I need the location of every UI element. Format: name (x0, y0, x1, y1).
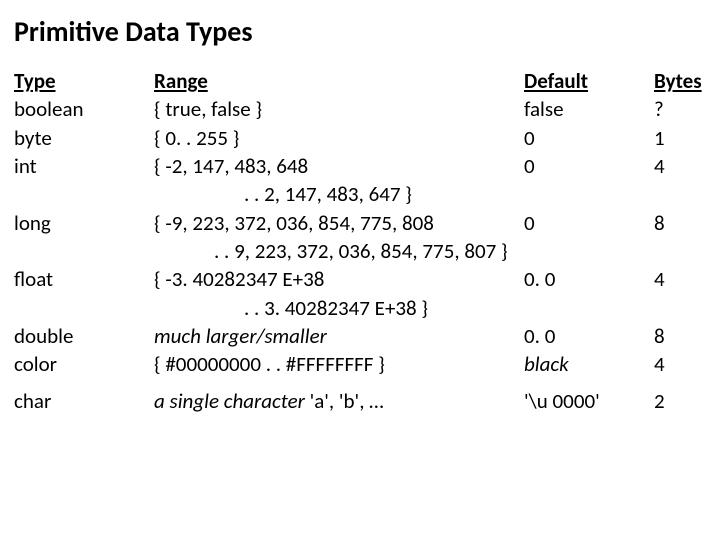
slide: Primitive Data Types Type Range Default … (0, 0, 720, 540)
table-header-row: Type Range Default Bytes (14, 67, 706, 95)
cell-bytes: ? (654, 95, 714, 123)
range-line: { -9, 223, 372, 036, 854, 775, 808 (154, 209, 524, 237)
cell-range: { 0. . 255 } (154, 124, 524, 152)
cell-type: char (14, 387, 154, 415)
cell-default: '\u 0000' (524, 387, 654, 415)
range-line: { -3. 40282347 E+38 (154, 265, 524, 293)
range-line: . . 9, 223, 372, 036, 854, 775, 807 } (154, 237, 524, 265)
range-prefix: a single character (154, 388, 305, 414)
cell-range: { true, false } (154, 95, 524, 123)
header-range: Range (154, 67, 524, 95)
page-title: Primitive Data Types (14, 14, 706, 49)
range-line: . . 2, 147, 483, 647 } (154, 180, 524, 208)
cell-range: { #00000000 . . #FFFFFFFF } (154, 350, 524, 378)
cell-bytes: 4 (654, 350, 714, 378)
cell-range: much larger/smaller (154, 322, 524, 350)
table-row: char a single character 'a', 'b', … '\u … (14, 387, 706, 415)
cell-type: boolean (14, 95, 154, 123)
range-line: . . 3. 40282347 E+38 } (154, 294, 524, 322)
cell-bytes: 4 (654, 152, 714, 180)
table-row: float { -3. 40282347 E+38 . . 3. 4028234… (14, 265, 706, 322)
cell-range: { -2, 147, 483, 648 . . 2, 147, 483, 647… (154, 152, 524, 209)
table-row: int { -2, 147, 483, 648 . . 2, 147, 483,… (14, 152, 706, 209)
cell-default: 0. 0 (524, 322, 654, 350)
cell-bytes: 8 (654, 322, 714, 350)
cell-default: 0 (524, 152, 654, 180)
table-row: boolean { true, false } false ? (14, 95, 706, 123)
cell-default: 0 (524, 124, 654, 152)
cell-default: 0. 0 (524, 265, 654, 293)
cell-default: false (524, 95, 654, 123)
range-suffix: 'a', 'b', … (305, 388, 384, 414)
range-line: { -2, 147, 483, 648 (154, 152, 524, 180)
cell-range: { -9, 223, 372, 036, 854, 775, 808 . . 9… (154, 209, 524, 266)
cell-range: a single character 'a', 'b', … (154, 387, 524, 415)
datatype-table: Type Range Default Bytes boolean { true,… (14, 67, 706, 415)
cell-bytes: 2 (654, 387, 714, 415)
cell-default: black (524, 350, 654, 378)
cell-type: color (14, 350, 154, 378)
cell-type: float (14, 265, 154, 293)
cell-bytes: 4 (654, 265, 714, 293)
header-default: Default (524, 67, 654, 95)
table-row: double much larger/smaller 0. 0 8 (14, 322, 706, 350)
cell-bytes: 8 (654, 209, 714, 237)
cell-range: { -3. 40282347 E+38 . . 3. 40282347 E+38… (154, 265, 524, 322)
cell-type: byte (14, 124, 154, 152)
cell-bytes: 1 (654, 124, 714, 152)
cell-type: double (14, 322, 154, 350)
row-separator (14, 379, 706, 387)
cell-type: long (14, 209, 154, 237)
table-row: color { #00000000 . . #FFFFFFFF } black … (14, 350, 706, 378)
cell-type: int (14, 152, 154, 180)
table-row: byte { 0. . 255 } 0 1 (14, 124, 706, 152)
header-type: Type (14, 67, 154, 95)
header-bytes: Bytes (654, 67, 714, 95)
cell-default: 0 (524, 209, 654, 237)
table-row: long { -9, 223, 372, 036, 854, 775, 808 … (14, 209, 706, 266)
